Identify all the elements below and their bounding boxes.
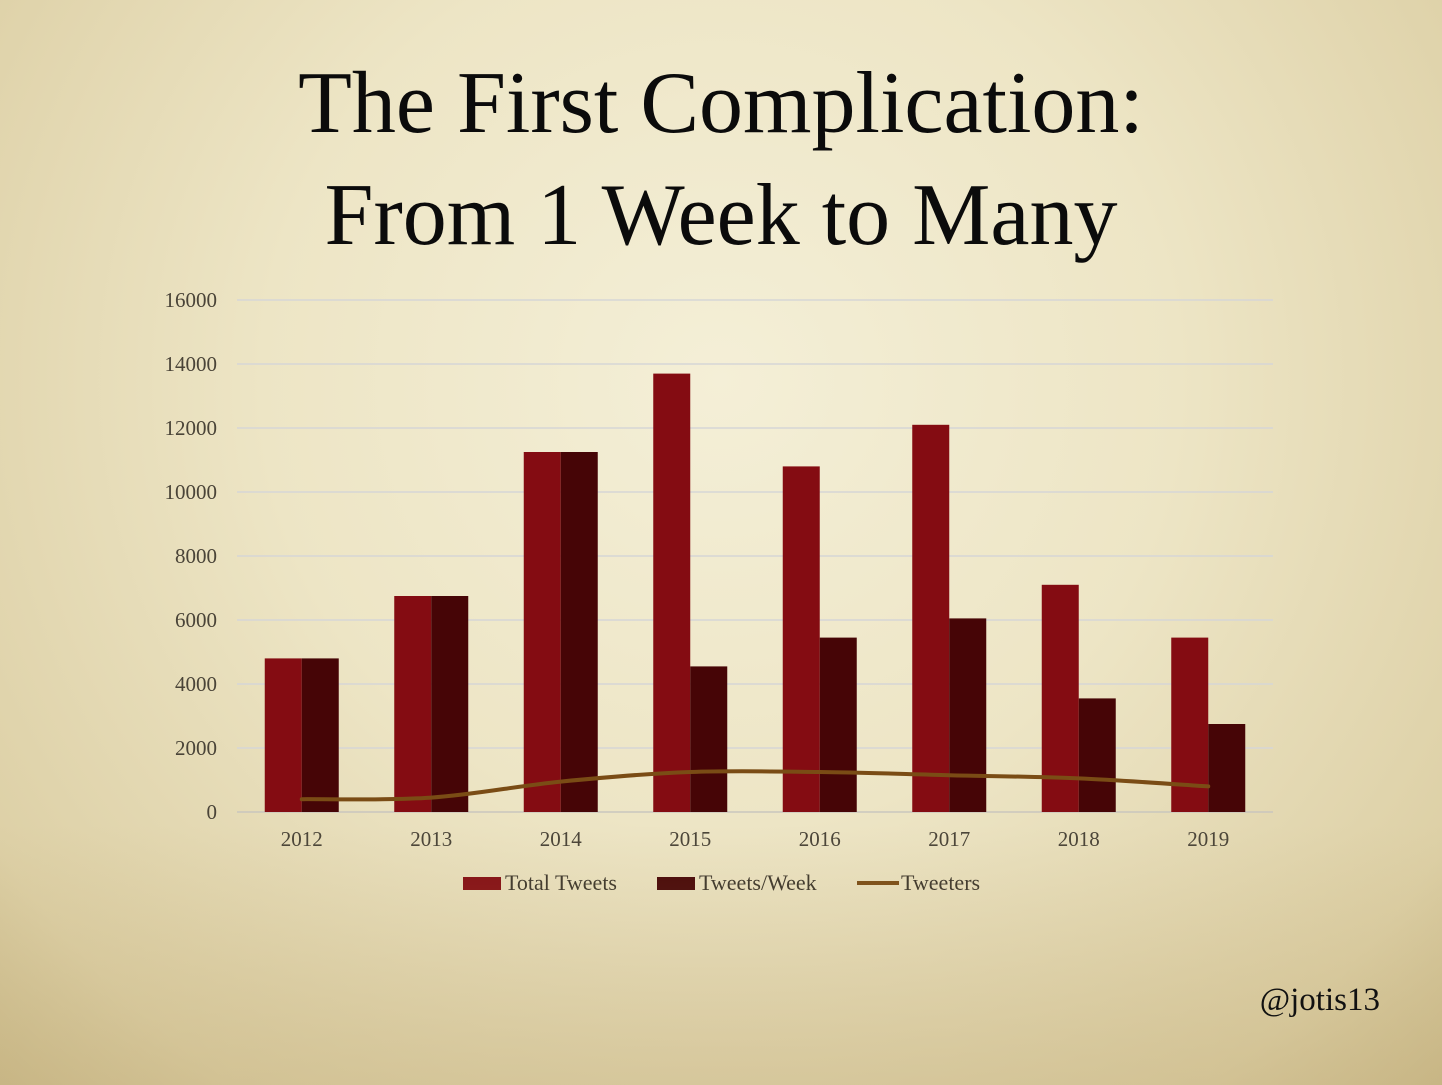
legend: Total Tweets Tweets/Week Tweeters [463, 870, 980, 895]
bar-total-tweets-2013 [394, 596, 432, 812]
legend-label-total-tweets: Total Tweets [505, 870, 617, 895]
slide-title: The First Complication: From 1 Week to M… [0, 48, 1442, 272]
bar-total-tweets-2014 [523, 452, 561, 812]
legend-swatch-total-tweets [463, 877, 501, 890]
bar-tweets-week-2018 [1078, 698, 1116, 812]
y-tick-label: 16000 [165, 288, 218, 312]
bar-tweets-week-2012 [301, 658, 339, 812]
gridlines [237, 299, 1273, 813]
title-line-2: From 1 Week to Many [324, 167, 1118, 264]
bar-tweets-week-2014 [560, 452, 598, 812]
author-handle: @jotis13 [1259, 982, 1380, 1018]
y-tick-label: 2000 [175, 736, 217, 760]
legend-label-tweeters: Tweeters [901, 870, 980, 895]
legend-swatch-tweets-week [657, 877, 695, 890]
y-tick-label: 0 [207, 800, 218, 824]
bars [264, 373, 1246, 812]
x-tick-label: 2019 [1187, 827, 1229, 851]
bar-tweets-week-2016 [819, 637, 857, 812]
bar-total-tweets-2016 [782, 466, 820, 812]
bar-tweets-week-2013 [431, 596, 469, 812]
y-tick-label: 12000 [165, 416, 218, 440]
y-tick-label: 6000 [175, 608, 217, 632]
x-axis: 2012 2013 2014 2015 2016 2017 2018 2019 [281, 827, 1230, 851]
line-tweeters [299, 769, 1211, 802]
x-tick-label: 2012 [281, 827, 323, 851]
x-tick-label: 2017 [928, 827, 970, 851]
x-tick-label: 2016 [799, 827, 841, 851]
y-axis: 0 2000 4000 6000 8000 10000 12000 14000 16000 [165, 288, 218, 824]
bar-tweets-week-2015 [690, 666, 728, 812]
x-tick-label: 2014 [540, 827, 583, 851]
bar-total-tweets-2017 [912, 424, 950, 812]
bar-tweets-week-2017 [949, 618, 987, 812]
bar-tweets-week-2019 [1208, 724, 1246, 812]
x-tick-label: 2018 [1058, 827, 1100, 851]
y-tick-label: 14000 [165, 352, 218, 376]
y-tick-label: 4000 [175, 672, 217, 696]
legend-label-tweets-week: Tweets/Week [699, 870, 817, 895]
x-tick-label: 2013 [410, 827, 452, 851]
title-line-1: The First Complication: [298, 55, 1144, 152]
line-series [299, 769, 1211, 802]
bar-total-tweets-2012 [264, 658, 302, 812]
y-tick-label: 8000 [175, 544, 217, 568]
x-tick-label: 2015 [669, 827, 711, 851]
bar-total-tweets-2018 [1041, 584, 1079, 812]
y-tick-label: 10000 [165, 480, 218, 504]
bar-total-tweets-2015 [653, 373, 691, 812]
